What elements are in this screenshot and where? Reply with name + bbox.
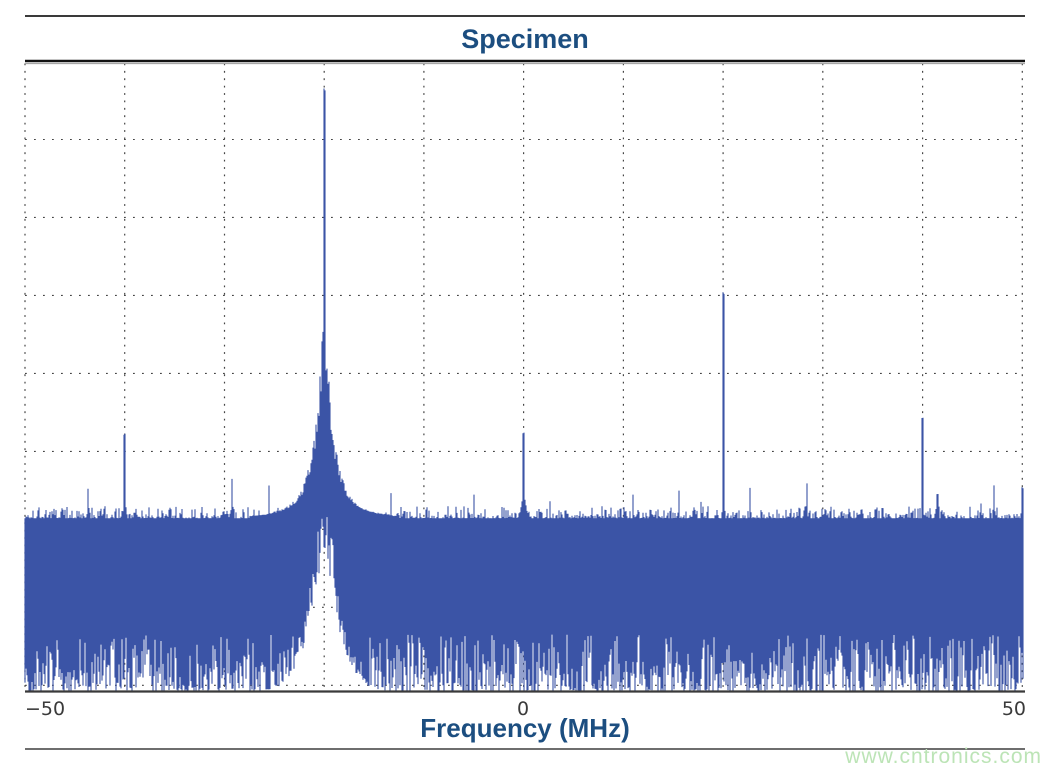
x-tick-50: 50 — [1001, 698, 1026, 720]
top-rule — [25, 15, 1025, 17]
x-tick-0: 0 — [516, 698, 530, 720]
chart-title: Specimen — [461, 24, 589, 54]
bottom-rule — [25, 748, 1025, 750]
watermark-text: www.cntronics.com — [845, 745, 1042, 768]
spectrum-trace — [24, 88, 1024, 692]
x-tick-neg50: −50 — [25, 698, 66, 720]
x-axis-title: Frequency (MHz) — [420, 713, 630, 743]
